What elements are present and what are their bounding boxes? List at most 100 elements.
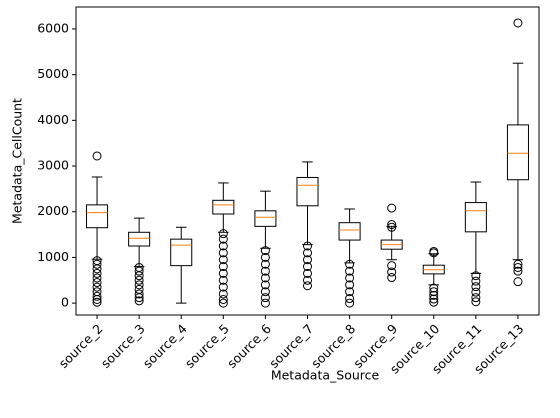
- outlier: [134, 293, 144, 303]
- outlier: [134, 296, 144, 306]
- outlier: [218, 289, 228, 299]
- outlier: [513, 262, 523, 272]
- outlier: [134, 289, 144, 299]
- outlier: [218, 255, 228, 265]
- outlier: [387, 267, 397, 277]
- outlier: [303, 262, 312, 272]
- plot-frame: [75, 6, 540, 316]
- outlier: [387, 222, 397, 232]
- outlier: [429, 294, 439, 304]
- y-axis-label: Metadata_CellCount: [10, 98, 25, 224]
- box: [338, 222, 361, 241]
- outlier: [260, 298, 270, 308]
- x-tick-label: source_2: [56, 321, 106, 371]
- outlier: [134, 280, 144, 290]
- outlier: [92, 291, 102, 301]
- outlier: [92, 287, 102, 297]
- outlier: [345, 298, 355, 308]
- box: [86, 204, 109, 229]
- outlier: [92, 273, 102, 283]
- outlier: [260, 293, 270, 303]
- x-tick-label: source_3: [98, 321, 148, 371]
- outlier: [260, 266, 270, 276]
- outlier: [471, 287, 481, 297]
- outlier: [303, 248, 312, 258]
- x-tick-label: source_6: [224, 321, 274, 371]
- outlier: [218, 294, 228, 304]
- outlier: [471, 282, 481, 292]
- x-tick-label: source_4: [140, 321, 190, 371]
- y-tick-label: 3000: [37, 158, 69, 173]
- outlier: [218, 262, 228, 272]
- outlier: [345, 266, 355, 276]
- outlier: [513, 18, 523, 28]
- outlier: [303, 268, 312, 278]
- outlier: [260, 252, 270, 262]
- box: [170, 238, 193, 267]
- outlier: [92, 259, 102, 269]
- outlier: [303, 241, 312, 251]
- outlier: [303, 281, 312, 291]
- outlier: [303, 275, 312, 285]
- y-tick-label: 5000: [37, 66, 69, 81]
- outlier: [92, 294, 102, 304]
- y-tick-label: 6000: [37, 20, 69, 35]
- outlier: [218, 282, 228, 292]
- outlier: [134, 271, 144, 281]
- outlier: [471, 276, 481, 286]
- outlier: [387, 273, 397, 283]
- y-tick-label: 2000: [37, 203, 69, 218]
- outlier: [260, 246, 270, 256]
- box: [506, 124, 529, 181]
- outlier: [387, 261, 397, 271]
- outlier: [345, 294, 355, 304]
- outlier: [345, 287, 355, 297]
- y-tick-label: 4000: [37, 112, 69, 127]
- outlier: [345, 273, 355, 283]
- outlier: [513, 259, 523, 269]
- outlier: [429, 248, 439, 258]
- outlier: [387, 203, 397, 213]
- y-tick-label: 0: [61, 295, 69, 310]
- outlier: [471, 271, 481, 281]
- outlier: [92, 268, 102, 278]
- outlier: [218, 298, 228, 308]
- y-tick-label: 1000: [37, 249, 69, 264]
- outlier: [218, 234, 228, 244]
- outlier: [471, 297, 481, 307]
- outlier: [345, 280, 355, 290]
- outlier: [513, 277, 523, 287]
- outlier: [134, 284, 144, 294]
- x-tick-label: source_8: [308, 321, 358, 371]
- outlier: [92, 297, 102, 307]
- outlier: [429, 297, 439, 307]
- outlier: [218, 241, 228, 251]
- outlier: [218, 229, 228, 239]
- outlier: [92, 264, 102, 274]
- outlier: [134, 266, 144, 276]
- outlier: [218, 275, 228, 285]
- outlier: [260, 287, 270, 297]
- x-tick-label: source_5: [182, 321, 232, 371]
- outlier: [218, 268, 228, 278]
- box: [128, 231, 151, 247]
- box: [296, 176, 319, 207]
- outlier: [345, 259, 355, 269]
- box: [212, 199, 235, 215]
- box: [254, 210, 277, 227]
- outlier: [260, 273, 270, 283]
- outlier: [218, 248, 228, 258]
- outlier: [92, 151, 102, 161]
- outlier: [92, 282, 102, 292]
- x-axis-label: Metadata_Source: [271, 368, 380, 383]
- outlier: [134, 275, 144, 285]
- outlier: [429, 290, 439, 300]
- outlier: [387, 220, 397, 230]
- outlier: [260, 259, 270, 269]
- outlier: [429, 287, 439, 297]
- outlier: [260, 280, 270, 290]
- outlier: [303, 255, 312, 265]
- outlier: [429, 283, 439, 293]
- outlier: [92, 278, 102, 288]
